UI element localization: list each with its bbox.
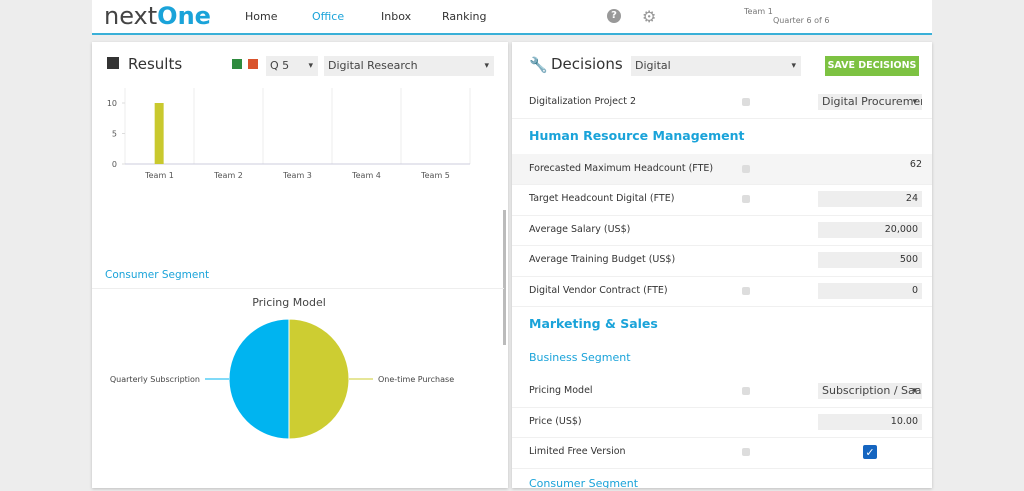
- field-input[interactable]: 10.00: [818, 413, 922, 430]
- subsection-heading: Business Segment: [529, 351, 631, 364]
- section-heading: Marketing & Sales: [529, 316, 658, 331]
- field-label: Digital Vendor Contract (FTE): [529, 284, 668, 296]
- nav-link[interactable]: Office: [312, 10, 345, 23]
- results-title: Results: [128, 55, 183, 73]
- results-icon: [107, 57, 119, 69]
- field-input[interactable]: 24: [818, 191, 922, 208]
- x-tick-label: Team 3: [282, 171, 312, 180]
- field-label: Target Headcount Digital (FTE): [529, 193, 675, 205]
- save-button[interactable]: SAVE DECISIONS: [825, 56, 919, 76]
- x-tick-label: Team 1: [144, 171, 174, 180]
- nav-link[interactable]: Ranking: [442, 10, 487, 23]
- field-input[interactable]: 500: [818, 252, 922, 269]
- decisions-panel: 🔧 Decisions Digital SAVE DECISIONS Digit…: [512, 42, 932, 488]
- decision-row: Digitalization Project 2 Digital Procurem…: [512, 87, 932, 119]
- decision-section: Marketing & Sales: [512, 306, 932, 342]
- decision-row: Target Headcount Digital (FTE) 24: [512, 184, 932, 216]
- info-icon[interactable]: [742, 164, 750, 173]
- decision-row: Limited Free Version ✓: [512, 437, 932, 469]
- decision-row: Average Salary (US$) 20,000: [512, 215, 932, 246]
- bar-chart: 0 5 10 Team 1 Team 2 Team 3 Team 4 Team 5: [107, 88, 471, 180]
- bar: [154, 103, 164, 164]
- pie-slice: [228, 318, 290, 440]
- field-label: Digitalization Project 2: [529, 96, 637, 108]
- field-input[interactable]: 20,000: [818, 221, 922, 238]
- info-icon[interactable]: [742, 387, 750, 396]
- help-icon[interactable]: ?: [607, 9, 621, 23]
- x-tick-label: Team 4: [351, 171, 381, 180]
- field-label: Forecasted Maximum Headcount (FTE): [529, 162, 714, 174]
- settings-icon[interactable]: ⚙: [642, 7, 657, 26]
- pie-slice: [288, 318, 350, 440]
- chart-title: Pricing Model: [252, 296, 326, 309]
- decision-row: Forecasted Maximum Headcount (FTE) 62: [512, 153, 932, 185]
- logo[interactable]: nextOne: [104, 2, 211, 30]
- field-label: Average Training Budget (US$): [529, 254, 676, 266]
- slice-label: One-time Purchase: [378, 375, 454, 384]
- x-tick-label: Team 5: [420, 171, 450, 180]
- field-input[interactable]: 0: [818, 282, 922, 299]
- field-label: Limited Free Version: [529, 446, 626, 458]
- decision-subsection: Consumer Segment: [512, 468, 932, 489]
- decision-row: Pricing Model Subscription / Saa: [512, 376, 932, 408]
- decision-section: Human Resource Management: [512, 118, 932, 154]
- decision-row: Digital Vendor Contract (FTE) 0: [512, 276, 932, 307]
- field-value: 62: [909, 158, 922, 170]
- excel-export[interactable]: [232, 59, 242, 69]
- ppt-export[interactable]: [248, 59, 258, 69]
- info-icon[interactable]: [742, 286, 750, 295]
- field-label: Price (US$): [529, 415, 582, 427]
- field-select[interactable]: Digital Procuremen: [818, 94, 922, 111]
- subsection-heading: Consumer Segment: [529, 476, 639, 489]
- slice-label: Quarterly Subscription: [110, 375, 200, 384]
- divider: [92, 288, 504, 289]
- field-label: Pricing Model: [529, 385, 593, 397]
- team: Team 1: [744, 7, 773, 16]
- segment-heading: Consumer Segment: [105, 269, 210, 281]
- y-tick-label: 0: [112, 160, 117, 169]
- checkbox[interactable]: ✓: [863, 445, 877, 460]
- quarter: Quarter 6 of 6: [773, 16, 830, 25]
- info-icon[interactable]: [742, 98, 750, 107]
- y-tick-label: 10: [107, 99, 117, 108]
- nav-link[interactable]: Home: [245, 10, 278, 23]
- logo-left: next: [104, 2, 158, 30]
- field-select[interactable]: Subscription / Saa: [818, 383, 922, 400]
- decision-row: Average Training Budget (US$) 500: [512, 245, 932, 277]
- wrench-icon: 🔧: [529, 56, 548, 74]
- section-heading: Human Resource Management: [529, 127, 745, 143]
- y-tick-label: 5: [112, 130, 117, 139]
- decision-subsection: Business Segment: [512, 342, 932, 376]
- field-label: Average Salary (US$): [529, 223, 631, 235]
- area-select[interactable]: Digital Research: [324, 56, 494, 76]
- info-icon[interactable]: [742, 448, 750, 457]
- info-icon[interactable]: [742, 195, 750, 204]
- decisions-title: Decisions: [551, 55, 623, 73]
- header: [92, 0, 932, 35]
- x-tick-label: Team 2: [213, 171, 243, 180]
- decision-row: Price (US$) 10.00: [512, 407, 932, 438]
- scrollbar[interactable]: [503, 210, 506, 345]
- pie-chart: Pricing Model One-time Purchase Quarterly …: [110, 296, 454, 440]
- quarter-select[interactable]: Q 5: [266, 56, 318, 76]
- logo-right: One: [157, 2, 211, 30]
- nav-link[interactable]: Inbox: [381, 10, 412, 23]
- decision-area-select[interactable]: Digital: [631, 56, 801, 76]
